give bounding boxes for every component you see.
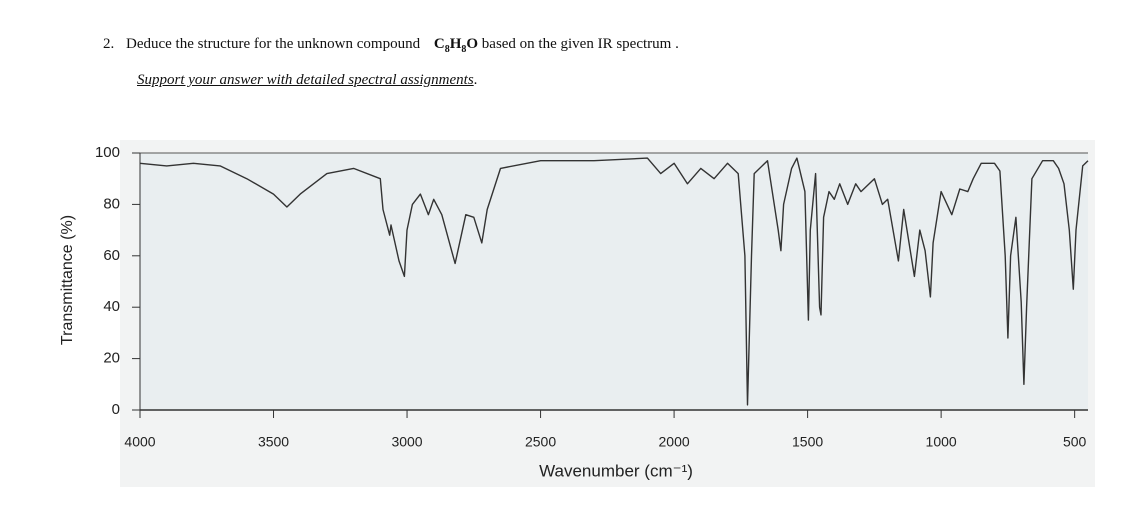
question-end: .: [473, 72, 478, 88]
x-tick-label: 1000: [926, 434, 957, 450]
spectrum-line: [139, 157, 1089, 406]
formula-element: H: [449, 36, 462, 52]
y-tick-label: 0: [112, 401, 120, 418]
x-tick-label: 3500: [258, 434, 289, 450]
y-tick-label: 60: [103, 247, 120, 264]
y-tick-label: 100: [95, 144, 120, 161]
y-tick-label: 40: [103, 298, 120, 315]
x-tick-label: 2000: [659, 434, 690, 450]
x-tick-label: 500: [1063, 434, 1087, 450]
x-tick-label: 2500: [525, 434, 556, 450]
question-number: 2.: [103, 36, 115, 52]
formula-element: C: [433, 36, 445, 52]
question-text: based on the given IR spectrum .: [481, 36, 679, 52]
formula: C8H8O: [433, 36, 479, 55]
formula-count: 8: [461, 44, 467, 55]
x-tick-label: 1500: [792, 434, 823, 450]
question-instruction: Support your answer with detailed spectr…: [137, 72, 474, 88]
question-line-1: 2. Deduce the structure for the unknown …: [103, 36, 679, 55]
plot-area: [140, 153, 1088, 410]
y-axis-label: Transmittance (%): [59, 215, 76, 345]
formula-count: 8: [444, 44, 450, 55]
formula-element: O: [466, 36, 479, 52]
y-tick-label: 20: [103, 350, 120, 367]
x-axis-label: Wavenumber (cm⁻¹): [539, 461, 693, 480]
x-tick-label: 4000: [124, 434, 155, 450]
question-text: Deduce the structure for the unknown com…: [126, 36, 421, 52]
x-tick-label: 3000: [391, 434, 422, 450]
question-line-2: Support your answer with detailed spectr…: [137, 72, 477, 89]
y-tick-label: 80: [103, 195, 120, 212]
